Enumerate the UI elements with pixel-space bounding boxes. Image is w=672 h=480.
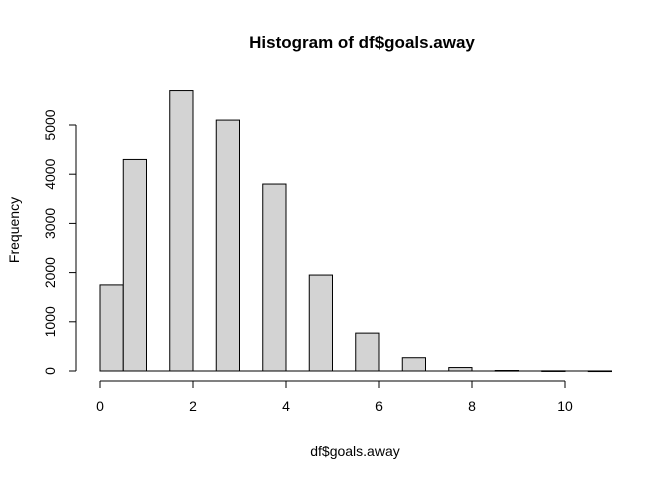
x-tick-label: 10: [557, 398, 573, 414]
y-tick-label: 4000: [42, 158, 58, 189]
histogram-bar: [448, 367, 473, 372]
x-axis-label: df$goals.away: [310, 443, 400, 459]
x-tick-label: 0: [96, 398, 104, 414]
y-axis: 0 1000 2000 3000 4000 5000: [42, 109, 77, 375]
y-axis-label: Frequency: [6, 197, 22, 263]
chart-title: Histogram of df$goals.away: [249, 33, 475, 52]
y-tick-label: 5000: [42, 109, 58, 140]
x-tick-label: 4: [282, 398, 290, 414]
histogram-bar: [122, 158, 147, 372]
x-tick-label: 8: [468, 398, 476, 414]
x-tick-label: 6: [375, 398, 383, 414]
x-tick-label: 2: [189, 398, 197, 414]
histogram-bar: [169, 90, 194, 372]
y-tick-label: 1000: [42, 306, 58, 337]
y-tick-label: 2000: [42, 257, 58, 288]
histogram-bar: [355, 332, 380, 372]
x-axis: 0 2 4 6 8 10: [96, 370, 612, 414]
y-tick-label: 0: [42, 367, 58, 375]
histogram-bar: [308, 274, 333, 372]
histogram-bar: [215, 119, 240, 372]
histogram-bars: [99, 90, 612, 373]
histogram-bar: [262, 183, 287, 372]
histogram-bar: [99, 284, 124, 372]
histogram-bar: [401, 357, 426, 372]
y-tick-label: 3000: [42, 208, 58, 239]
